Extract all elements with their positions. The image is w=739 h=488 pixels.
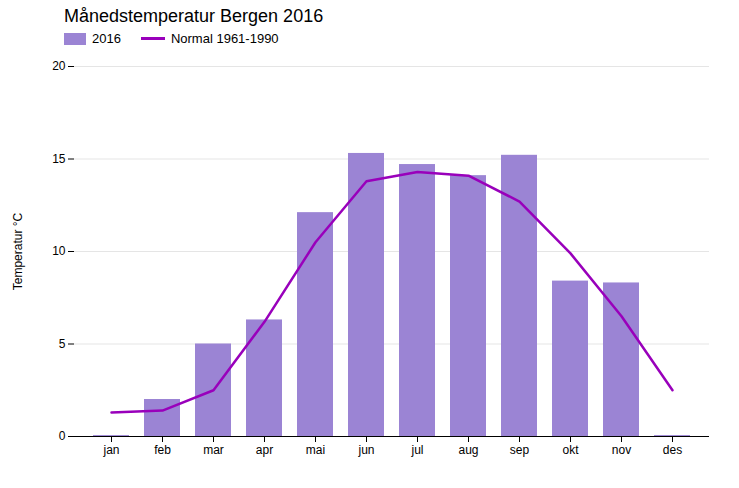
- svg-text:apr: apr: [256, 443, 273, 457]
- svg-text:okt: okt: [562, 443, 579, 457]
- svg-text:jul: jul: [410, 443, 423, 457]
- svg-text:15: 15: [52, 152, 66, 166]
- svg-text:jan: jan: [102, 443, 119, 457]
- svg-text:5: 5: [59, 337, 66, 351]
- svg-text:mai: mai: [306, 443, 325, 457]
- html-text:2016: 2016: [92, 31, 121, 46]
- svg-text:Temperatur °C: Temperatur °C: [11, 212, 25, 290]
- svg-text:0: 0: [59, 429, 66, 443]
- svg-text:aug: aug: [458, 443, 478, 457]
- svg-text:sep: sep: [510, 443, 530, 457]
- svg-text:nov: nov: [612, 443, 631, 457]
- html-text:Normal 1961-1990: Normal 1961-1990: [170, 31, 279, 46]
- svg-text:jun: jun: [357, 443, 374, 457]
- svg-text:feb: feb: [154, 443, 171, 457]
- svg-text:10: 10: [52, 244, 66, 258]
- html-text:Månedstemperatur Bergen 2016: Månedstemperatur Bergen 2016: [64, 6, 324, 26]
- svg-text:20: 20: [52, 59, 66, 73]
- svg-text:mar: mar: [203, 443, 224, 457]
- svg-text:des: des: [663, 443, 682, 457]
